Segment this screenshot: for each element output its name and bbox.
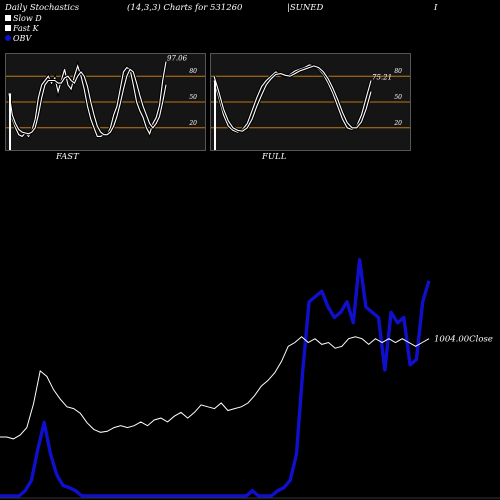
legend-swatch-obv <box>5 35 11 41</box>
legend-item-slow-d: Slow D <box>5 14 42 23</box>
close-line <box>0 336 430 440</box>
close-value-label: 1004.00Close <box>434 335 493 345</box>
fast-stochastic-panel: 20 50 80 97.06 <box>5 53 206 151</box>
header-params: (14,3,3) Charts for 531260 <box>127 3 243 13</box>
header-symbol: |SUNED <box>287 3 324 13</box>
legend-item-obv: OBV <box>5 34 31 43</box>
fast-last-value-label: 97.06 <box>167 55 188 63</box>
full-level-label-80: 80 <box>394 68 402 75</box>
fast-level-label-20: 20 <box>188 120 197 127</box>
full-panel-title: FULL <box>262 152 287 162</box>
header-title: Daily Stochastics <box>5 3 80 13</box>
full-series-1-outline <box>212 64 373 133</box>
fast-level-label-50: 50 <box>189 94 197 101</box>
obv-line <box>0 258 431 498</box>
fast-series-0-line <box>8 61 167 138</box>
fast-level-label-80: 80 <box>189 68 197 75</box>
legend-item-fast-k: Fast K <box>5 24 39 33</box>
full-level-label-20: 20 <box>393 120 402 127</box>
full-level-label-50: 50 <box>394 94 402 101</box>
legend-swatch-slow-d <box>5 15 11 21</box>
legend-swatch-fast-k <box>5 25 11 31</box>
full-last-value-label: 75.21 <box>372 74 392 82</box>
fast-series-1-line <box>8 68 167 136</box>
full-stochastic-panel: 20 50 80 75.21 <box>210 53 411 151</box>
fast-panel-title: FAST <box>56 152 79 162</box>
header-tail: I <box>434 3 438 13</box>
full-series-1-line <box>213 65 372 132</box>
